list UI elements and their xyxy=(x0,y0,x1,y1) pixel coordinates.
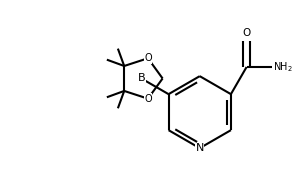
Text: B: B xyxy=(138,73,145,84)
Text: NH$_2$: NH$_2$ xyxy=(273,60,293,74)
Text: O: O xyxy=(144,53,152,63)
Text: O: O xyxy=(242,28,251,38)
Text: N: N xyxy=(196,143,204,153)
Text: O: O xyxy=(144,94,152,104)
